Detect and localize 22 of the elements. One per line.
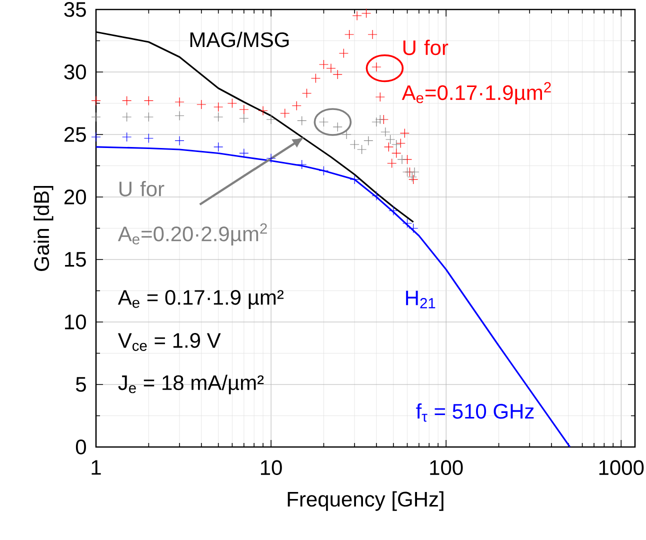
x-tick-label: 1 [92,460,101,475]
annotation: V$_{ce}$ = 1.9 V [118,333,221,351]
text: U for A$_{e}$=0.17·1.9µm$^{2}$ [402,40,551,104]
series-label: H$_{21}$ [406,290,436,308]
x-tick-label: 1000 [599,460,644,476]
y-tick-label: 35 [64,2,86,17]
x-tick-label: 100 [430,460,463,476]
y-tick-label: 5 [76,377,86,392]
annotation: J$_{e}$ = 18 mA/µm² [118,374,264,394]
y-tick-label: 25 [64,127,86,142]
y-tick-label: 15 [65,252,86,267]
x-axis-title: Frequency [GHz] [288,491,444,511]
y-tick-label: 0 [76,440,86,454]
annotation: f$_{τ}$ = 510 GHz [416,403,534,422]
y-axis-title: Gain [dB] [34,186,54,271]
annotation: A$_{e}$ = 0.17·1.9 µm² [118,290,284,309]
y-tick-label: 30 [64,64,86,80]
x-tick-label: 10 [260,460,282,476]
y-tick-label: 20 [64,190,86,204]
legend-label: MAG/MSG [190,32,289,48]
y-tick-label: 10 [65,314,86,330]
text: U for A$_{e}$=0.20·2.9µm$^{2}$ [118,180,267,246]
